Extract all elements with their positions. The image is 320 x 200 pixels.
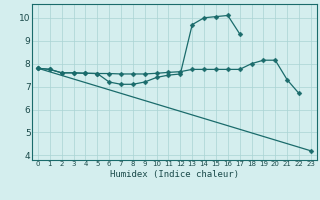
X-axis label: Humidex (Indice chaleur): Humidex (Indice chaleur) [110, 170, 239, 179]
